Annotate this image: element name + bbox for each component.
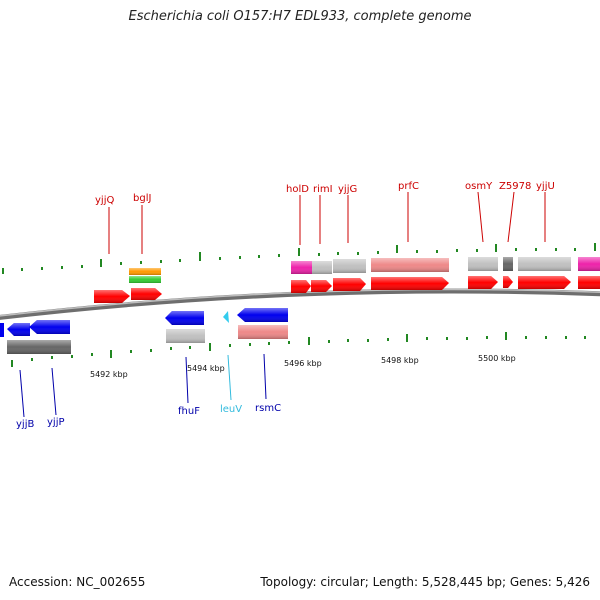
trna-arrow [223, 311, 229, 323]
scale-label: 5492 kbp [90, 370, 128, 379]
gene-label: bglJ [133, 193, 151, 204]
label-leader [185, 356, 189, 404]
gene-label: yjjU [536, 181, 555, 192]
gene-label: rsmC [255, 403, 281, 414]
label-leader [263, 353, 267, 400]
gene-label: yjjQ [95, 195, 114, 206]
genome-title: Escherichia coli O157:H7 EDL933, complet… [128, 9, 472, 24]
scale-label: 5500 kbp [478, 354, 516, 363]
gene-label: prfC [398, 181, 419, 192]
label-leader [477, 191, 484, 243]
accession-text: Accession: NC_002655 [9, 575, 146, 589]
reverse-feature-track [7, 325, 288, 354]
forward-strand-track [94, 276, 600, 303]
scale-label: 5498 kbp [381, 356, 419, 365]
label-leader [19, 369, 25, 418]
label-leader [507, 191, 515, 243]
genome-backbone [0, 288, 600, 320]
gene-label: yjjP [47, 417, 65, 428]
gene-label: fhuF [178, 406, 200, 417]
label-leader [51, 367, 57, 416]
reverse-gene-labels: yjjB yjjP fhuF leuV rsmC [16, 353, 281, 430]
scale-labels: 5492 kbp 5494 kbp 5496 kbp 5498 kbp 5500… [90, 354, 516, 379]
gene-arrow-reverse [0, 323, 4, 337]
forward-feature-track [129, 257, 600, 283]
label-leader [227, 354, 232, 401]
gene-label: osmY [465, 181, 493, 192]
gene-label: leuV [220, 404, 242, 415]
upper-tick-track [2, 243, 596, 274]
gene-label: holD [286, 184, 309, 195]
gene-label: Z5978 [499, 181, 531, 192]
gene-label: yjjG [338, 184, 357, 195]
gene-label: yjjB [16, 419, 34, 430]
gene-label: rimI [313, 184, 333, 195]
scale-label: 5496 kbp [284, 359, 322, 368]
genome-summary-text: Topology: circular; Length: 5,528,445 bp… [260, 575, 590, 589]
forward-gene-labels: yjjQ bglJ holD rimI yjjG prfC osmY Z5978… [95, 181, 555, 254]
reverse-strand-track [0, 308, 288, 337]
lower-tick-track [11, 332, 586, 367]
scale-label: 5494 kbp [187, 364, 225, 373]
